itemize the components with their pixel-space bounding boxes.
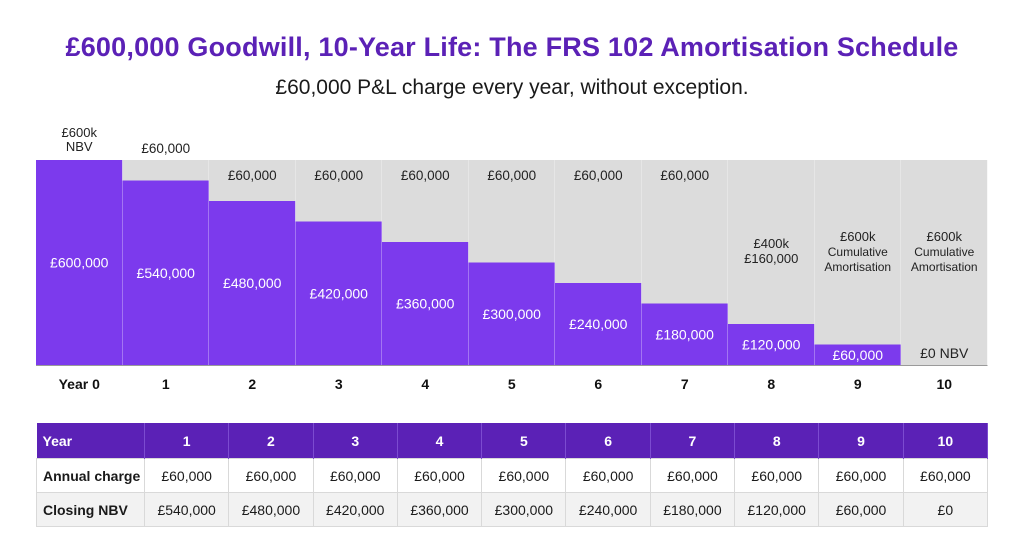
amortisation-table: Year 1 2 3 4 5 6 7 8 9 10 Annual charge £60,000 £60…: [36, 423, 989, 527]
table-cell: £180,000: [649, 492, 736, 527]
table-header-year-7: 7: [650, 423, 736, 459]
table-header-year-4: 4: [397, 423, 483, 459]
nbv-bar-label-8: £120,000: [742, 337, 801, 353]
table-cell: £360,000: [396, 492, 483, 527]
nbv-bar-label-4: £360,000: [396, 296, 455, 312]
table-cell: £60,000: [565, 458, 651, 493]
table-cell: £420,000: [312, 492, 398, 527]
amortised-segment-9: [814, 160, 901, 345]
x-tick-label-8: 8: [767, 376, 775, 392]
amortised-segment-1: [122, 160, 209, 181]
amortised-segment-5: [468, 160, 555, 263]
x-tick-label-9: 9: [854, 376, 862, 392]
nbv-bar-label-5: £300,000: [483, 306, 542, 322]
nbv-bar-8: [728, 324, 815, 365]
table-cell: £60,000: [902, 458, 989, 493]
table-cell: £60,000: [818, 492, 904, 527]
nbv-bar-7: [641, 303, 728, 365]
chart-title: £600,000 Goodwill, 10-Year Life: The FRS…: [65, 32, 959, 62]
table-row: Closing NBV £540,000 £480,000 £420,000 £360,…: [36, 492, 989, 527]
table-cell: £60,000: [312, 458, 398, 493]
table-cell: £60,000: [649, 458, 736, 493]
top-label-7-0: £60,000: [660, 168, 709, 183]
nbv-bar-9: [814, 344, 901, 365]
nbv-bar-label-1: £540,000: [137, 265, 196, 281]
table-header-year-6: 6: [565, 423, 651, 459]
table-row-label: Closing NBV: [36, 492, 145, 527]
x-tick-label-6: 6: [594, 376, 602, 392]
nbv-bar-3: [295, 221, 382, 365]
table-header-year-10: 10: [903, 423, 989, 459]
table-row: Annual charge £60,000 £60,000 £60,000 £60,00…: [36, 458, 989, 493]
table-header-year-8: 8: [734, 423, 820, 459]
top-label-3-0: £60,000: [314, 168, 363, 183]
nbv-bar-0: [36, 160, 123, 365]
table-cell: £240,000: [565, 492, 651, 527]
top-label-5-0: £60,000: [487, 168, 536, 183]
nbv-bar-label-2: £480,000: [223, 275, 282, 291]
x-tick-label-3: 3: [335, 376, 343, 392]
top-label-10-0: £600k: [927, 229, 963, 244]
table-cell: £60,000: [143, 458, 230, 493]
nbv-bar-6: [555, 283, 642, 365]
nbv-bar-4: [382, 242, 469, 365]
top-label-2-0: £60,000: [228, 168, 277, 183]
chart-subtitle: £60,000 P&L charge every year, without e…: [275, 76, 749, 99]
amortised-segment-8: [728, 160, 815, 324]
table-cell: £60,000: [228, 458, 314, 493]
amortised-segment-2: [209, 160, 296, 201]
table-header-year-3: 3: [313, 423, 398, 459]
table-header-year-1: 1: [144, 423, 230, 459]
nbv-bar-5: [468, 262, 555, 365]
top-label-10-1: Cumulative: [914, 245, 974, 259]
x-tick-label-0: Year 0: [59, 376, 100, 392]
table-header-year-2: 2: [228, 423, 314, 459]
top-label-4-0: £60,000: [401, 168, 450, 183]
top-label-6-0: £60,000: [574, 168, 623, 183]
top-label-9-1: Cumulative: [828, 245, 888, 259]
nbv-bar-label-10: £0 NBV: [920, 345, 969, 361]
top-label-0-0: £600k: [62, 125, 98, 140]
amortised-segment-3: [295, 160, 382, 222]
nbv-bar-label-9: £60,000: [832, 347, 883, 363]
top-label-1-0: £60,000: [141, 141, 190, 156]
top-label-8-0: £400k: [754, 236, 790, 251]
table-row-label: Annual charge: [36, 458, 145, 493]
nbv-bar-label-7: £180,000: [656, 326, 715, 342]
amortised-segment-4: [382, 160, 469, 242]
table-header-year-label: Year: [36, 423, 145, 459]
x-tick-label-4: 4: [421, 376, 429, 392]
x-tick-label-1: 1: [162, 376, 170, 392]
x-tick-label-10: 10: [936, 376, 952, 392]
top-label-8-1: £160,000: [744, 251, 798, 266]
top-label-9-0: £600k: [840, 229, 876, 244]
table-cell: £60,000: [818, 458, 904, 493]
table-cell: £540,000: [143, 492, 230, 527]
x-tick-label-2: 2: [248, 376, 256, 392]
nbv-bar-label-3: £420,000: [310, 285, 369, 301]
x-tick-label-5: 5: [508, 376, 516, 392]
table-header-row: Year 1 2 3 4 5 6 7 8 9 10: [36, 423, 989, 459]
table-cell: £0: [902, 492, 989, 527]
x-tick-label-7: 7: [681, 376, 689, 392]
amortised-segment-6: [555, 160, 642, 283]
table-header-year-9: 9: [818, 423, 904, 459]
top-label-10-2: Amortisation: [911, 260, 978, 274]
table-cell: £120,000: [734, 492, 820, 527]
table-cell: £60,000: [396, 458, 483, 493]
nbv-bar-label-0: £600,000: [50, 255, 109, 271]
table-cell: £60,000: [734, 458, 820, 493]
table-cell: £60,000: [481, 458, 567, 493]
nbv-bar-1: [122, 180, 209, 365]
table-cell: £300,000: [481, 492, 567, 527]
top-label-9-2: Amortisation: [824, 260, 891, 274]
table-cell: £480,000: [228, 492, 314, 527]
table-header-year-5: 5: [481, 423, 567, 459]
amortised-segment-7: [641, 160, 728, 304]
nbv-bar-2: [209, 201, 296, 365]
top-label-0-1: NBV: [66, 139, 93, 154]
amortised-segment-10: [901, 160, 988, 365]
nbv-bar-label-6: £240,000: [569, 316, 628, 332]
